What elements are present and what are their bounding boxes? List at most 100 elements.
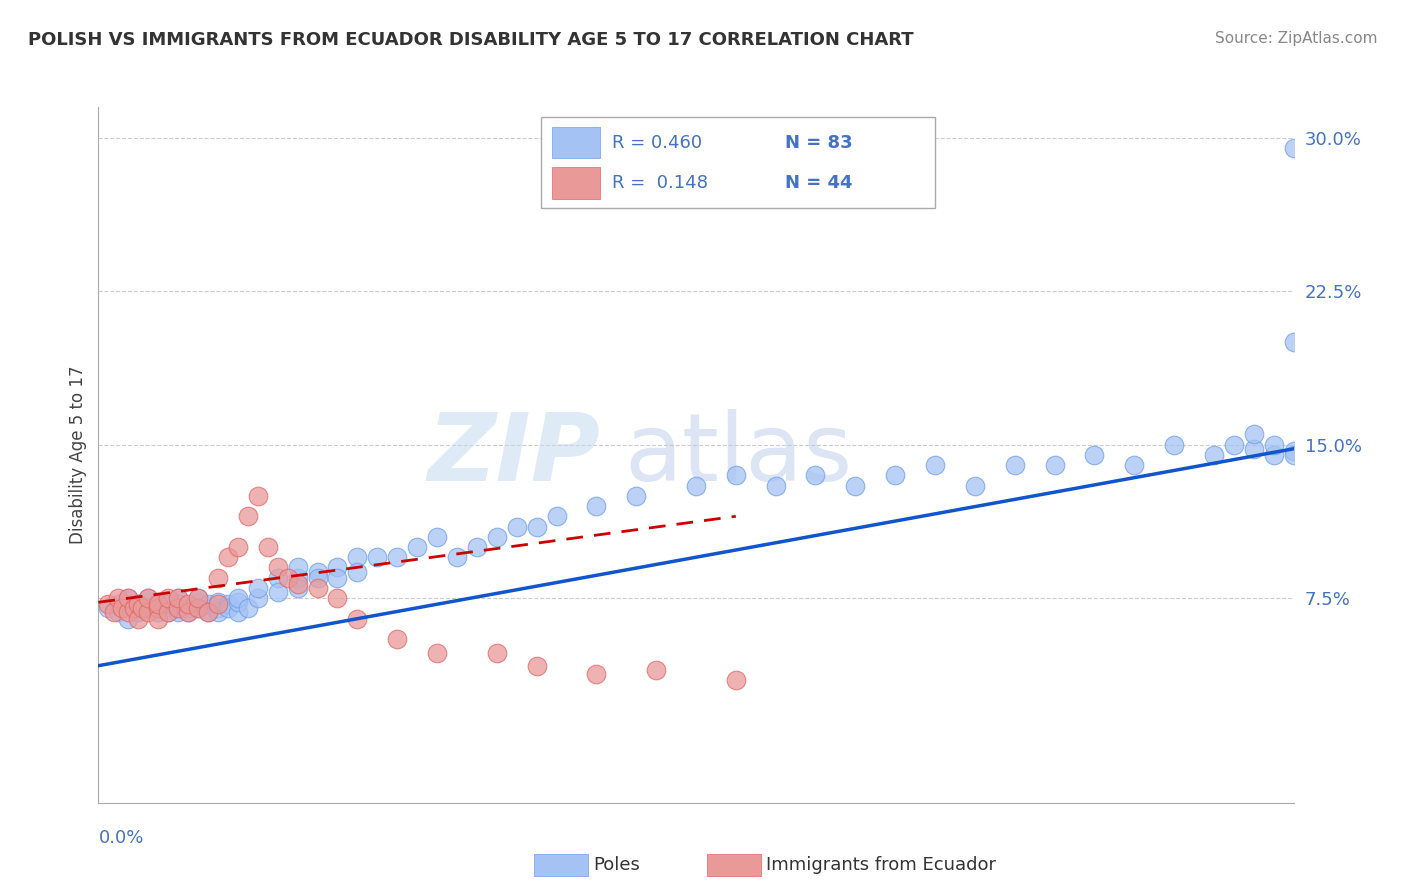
Point	[246, 489, 269, 503]
Point	[366, 550, 388, 565]
Point	[187, 601, 209, 615]
Point	[884, 468, 907, 483]
Point	[277, 571, 299, 585]
Point	[256, 540, 278, 554]
Point	[136, 591, 159, 606]
Text: atlas: atlas	[624, 409, 852, 501]
Point	[187, 591, 209, 606]
Point	[924, 458, 946, 472]
Point	[724, 468, 747, 483]
Point	[685, 478, 707, 492]
Text: POLISH VS IMMIGRANTS FROM ECUADOR DISABILITY AGE 5 TO 17 CORRELATION CHART: POLISH VS IMMIGRANTS FROM ECUADOR DISABI…	[28, 31, 914, 49]
Text: 0.0%: 0.0%	[98, 830, 143, 847]
Point	[148, 612, 170, 626]
Point	[111, 601, 134, 615]
Point	[307, 571, 329, 585]
Point	[167, 597, 190, 611]
Point	[167, 606, 190, 620]
Point	[1282, 335, 1305, 350]
Point	[624, 489, 647, 503]
Point	[326, 571, 349, 585]
Point	[207, 606, 229, 620]
Point	[1123, 458, 1146, 472]
Point	[148, 601, 170, 615]
Point	[1243, 442, 1265, 456]
Point	[187, 601, 209, 615]
Point	[406, 540, 429, 554]
Point	[645, 663, 668, 677]
Point	[177, 597, 200, 611]
Point	[446, 550, 468, 565]
Point	[963, 478, 986, 492]
Point	[1263, 438, 1285, 452]
Point	[207, 595, 229, 609]
Point	[236, 601, 259, 615]
Point	[107, 606, 129, 620]
Point	[127, 606, 149, 620]
Point	[724, 673, 747, 687]
Point	[326, 560, 349, 574]
Point	[207, 601, 229, 615]
Point	[1163, 438, 1185, 452]
Point	[485, 530, 508, 544]
Point	[287, 571, 309, 585]
Point	[167, 601, 190, 615]
Point	[385, 632, 409, 646]
Point	[226, 595, 249, 609]
Point	[157, 606, 180, 620]
Point	[585, 666, 607, 681]
Point	[287, 577, 309, 591]
Text: ZIP: ZIP	[427, 409, 600, 501]
Point	[117, 591, 139, 606]
Point	[136, 591, 159, 606]
Point	[1043, 458, 1066, 472]
Point	[207, 571, 229, 585]
Point	[765, 478, 787, 492]
Point	[226, 606, 249, 620]
Point	[117, 612, 139, 626]
Point	[167, 591, 190, 606]
Text: Source: ZipAtlas.com: Source: ZipAtlas.com	[1215, 31, 1378, 46]
Point	[167, 591, 190, 606]
Point	[217, 550, 239, 565]
Point	[136, 601, 159, 615]
Point	[346, 565, 368, 579]
Point	[1263, 448, 1285, 462]
Point	[148, 601, 170, 615]
Point	[217, 597, 239, 611]
Point	[197, 606, 219, 620]
Point	[426, 647, 449, 661]
Point	[1282, 141, 1305, 155]
Point	[236, 509, 259, 524]
Point	[148, 597, 170, 611]
Point	[127, 601, 149, 615]
Point	[207, 597, 229, 611]
Point	[226, 540, 249, 554]
Point	[546, 509, 568, 524]
Point	[1222, 438, 1246, 452]
Point	[103, 606, 125, 620]
Point	[1282, 443, 1305, 458]
Point	[97, 601, 120, 615]
Y-axis label: Disability Age 5 to 17: Disability Age 5 to 17	[69, 366, 87, 544]
Point	[187, 591, 209, 606]
Point	[267, 585, 290, 599]
Point	[346, 550, 368, 565]
Point	[217, 601, 239, 615]
Point	[107, 597, 129, 611]
Point	[131, 601, 153, 615]
Point	[506, 519, 529, 533]
Point	[167, 601, 190, 615]
Point	[246, 581, 269, 595]
Point	[136, 606, 159, 620]
Point	[197, 597, 219, 611]
Point	[526, 658, 548, 673]
Point	[127, 597, 149, 611]
Point	[148, 606, 170, 620]
Point	[157, 597, 180, 611]
Point	[127, 597, 149, 611]
Point	[465, 540, 488, 554]
Point	[307, 581, 329, 595]
Point	[346, 612, 368, 626]
Point	[107, 591, 129, 606]
